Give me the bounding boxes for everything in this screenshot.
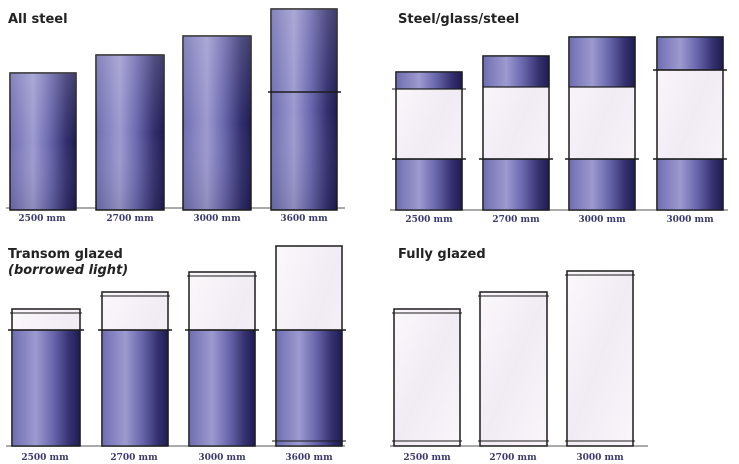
dim-label: 3600 mm (285, 453, 333, 463)
dim-label: 2500 mm (403, 453, 451, 463)
dim-label: 3000 mm (666, 215, 714, 225)
dim-label: 3000 mm (576, 453, 624, 463)
dim-label: 2500 mm (405, 215, 453, 225)
dim-label: 2700 mm (489, 453, 537, 463)
panel-title-all-steel: All steel (8, 12, 68, 27)
dim-label: 3000 mm (578, 215, 626, 225)
door-steel-2700 (95, 54, 165, 211)
panel-transom-glazed: 2500 mm 2700 mm 3000 mm 3600 mm (6, 245, 346, 463)
door-sgs-3000b (653, 36, 727, 211)
dim-label: 2700 mm (106, 214, 154, 224)
door-sgs-2700 (479, 55, 553, 211)
panel-title-fully-glazed: Fully glazed (398, 247, 486, 262)
dim-label: 2700 mm (492, 215, 540, 225)
dim-label: 2500 mm (18, 214, 66, 224)
dim-label: 2500 mm (21, 453, 69, 463)
door-transom-3000 (185, 271, 259, 447)
door-steel-3000 (182, 35, 252, 211)
door-transom-2700 (98, 291, 172, 447)
door-sgs-2500 (392, 71, 466, 211)
panel-title-steel-glass-steel: Steel/glass/steel (398, 12, 520, 27)
dim-label: 3600 mm (280, 214, 328, 224)
panel-steel-glass-steel: 2500 mm 2700 mm 3000 mm 3000 mm (390, 36, 728, 225)
panel-subtitle-borrowed-light: (borrowed light) (8, 263, 129, 278)
door-sgs-3000 (565, 36, 639, 211)
dim-label: 3000 mm (193, 214, 241, 224)
door-steel-2500 (9, 72, 77, 211)
door-steel-3600 (268, 8, 341, 211)
dim-label: 2700 mm (110, 453, 158, 463)
door-glazed-2500 (392, 308, 462, 447)
door-transom-2500 (8, 308, 84, 447)
panel-fully-glazed: 2500 mm 2700 mm 3000 mm (390, 270, 648, 463)
door-transom-3600 (272, 245, 346, 447)
panel-all-steel: 2500 mm 2700 mm 3000 mm 3600 mm (6, 8, 345, 224)
dim-label: 3000 mm (198, 453, 246, 463)
door-glazed-3000 (565, 270, 635, 447)
panel-title-transom-glazed: Transom glazed (8, 247, 123, 262)
door-glazed-2700 (478, 291, 549, 447)
